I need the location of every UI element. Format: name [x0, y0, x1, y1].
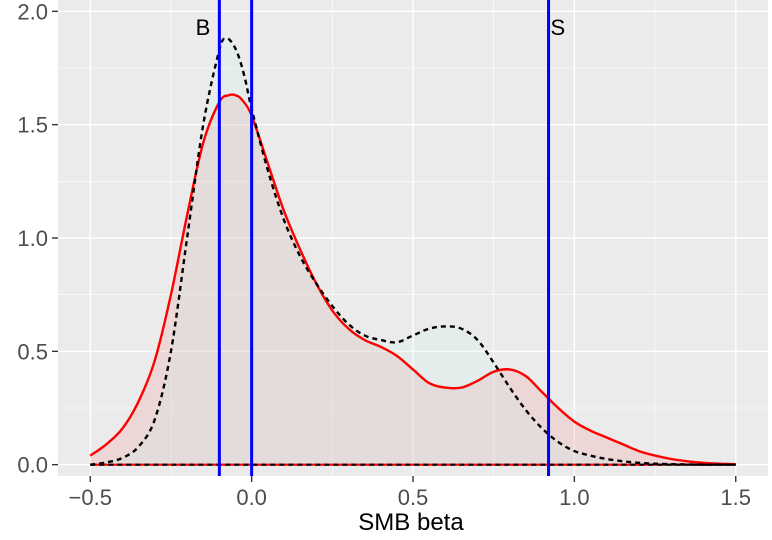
y-tick-label: 1.5	[17, 113, 48, 138]
density-lines	[89, 37, 736, 466]
vline-label-B: B	[196, 15, 211, 40]
x-tick-label: −0.5	[69, 485, 112, 510]
x-tick-label: 0.5	[398, 485, 429, 510]
vline-label-S: S	[551, 15, 566, 40]
y-tick-label: 2.0	[17, 0, 48, 24]
y-tick-label: 0.5	[17, 339, 48, 364]
axis-ticks: −0.5 0.0 0.5 1.0 1.5 0.0 0.5 1.0 1.5 2.0	[17, 0, 751, 510]
y-tick-label: 1.0	[17, 226, 48, 251]
x-tick-label: 1.0	[559, 485, 590, 510]
x-tick-label: 1.5	[720, 485, 751, 510]
x-axis-title: SMB beta	[358, 509, 464, 536]
density-line-dashed	[90, 37, 736, 466]
density-line-solid	[89, 93, 736, 466]
y-tick-label: 0.0	[17, 453, 48, 478]
x-tick-label: 0.0	[236, 485, 267, 510]
